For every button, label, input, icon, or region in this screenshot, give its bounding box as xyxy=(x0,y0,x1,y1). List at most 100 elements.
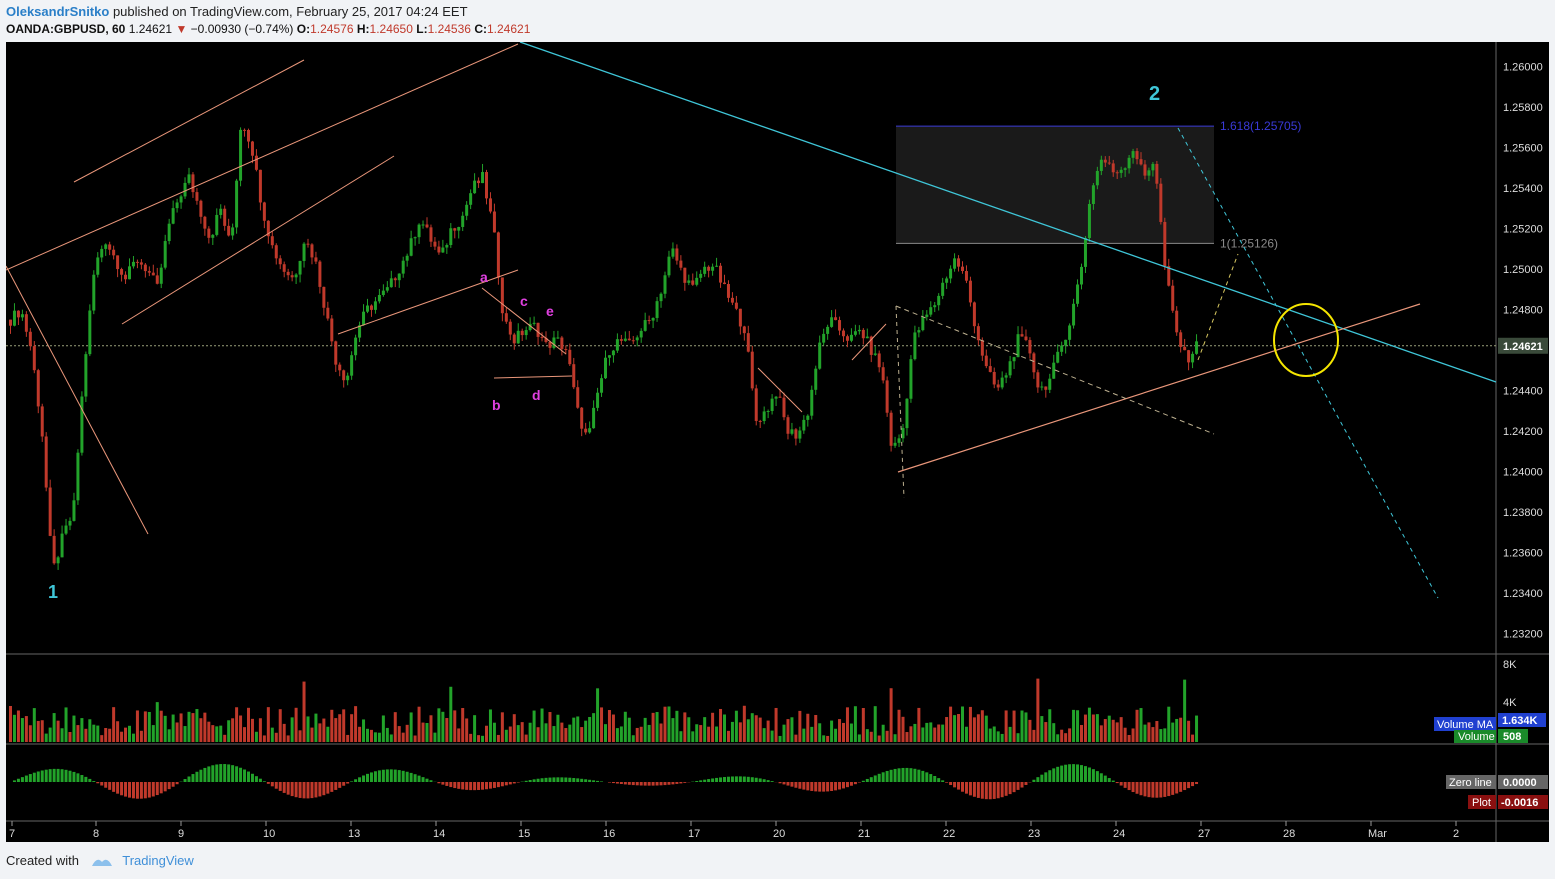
candle-body xyxy=(187,174,191,183)
volume-bar xyxy=(449,686,453,742)
candle-body xyxy=(901,428,905,439)
oscillator-bar xyxy=(992,782,996,799)
oscillator-bar xyxy=(707,779,711,782)
oscillator-bar xyxy=(124,782,128,797)
candle-body xyxy=(128,266,131,280)
candle-body xyxy=(953,258,957,269)
oscillator-bar xyxy=(143,782,147,799)
oscillator-bar xyxy=(243,769,247,782)
x-tick-label: 10 xyxy=(263,828,275,840)
volume-bar xyxy=(790,717,794,742)
candle-body xyxy=(334,341,338,365)
oscillator-bar xyxy=(671,782,675,785)
volume-bar xyxy=(730,721,734,742)
oscillator-bar xyxy=(600,781,604,782)
oscillator-bar xyxy=(354,779,358,782)
trendline xyxy=(757,367,803,413)
volume-bar xyxy=(857,734,861,742)
oscillator-bar xyxy=(528,780,532,782)
pattern-label: c xyxy=(520,293,528,309)
volume-bar xyxy=(1139,708,1143,742)
candle-body xyxy=(655,301,659,318)
oscillator-bar xyxy=(552,777,556,782)
candle-body xyxy=(814,368,818,390)
volume-bar xyxy=(282,723,286,742)
candle-body xyxy=(159,267,163,284)
candle-body xyxy=(48,487,52,536)
oscillator-bar xyxy=(286,782,290,795)
oscillator-bar xyxy=(738,776,742,782)
volume-bar xyxy=(278,709,282,742)
oscillator-bar xyxy=(1183,782,1187,791)
volume-bar xyxy=(429,715,433,742)
volume-bar xyxy=(1107,715,1111,742)
oscillator-bar xyxy=(1163,782,1167,797)
volume-bar xyxy=(1024,712,1028,742)
oscillator-bar xyxy=(235,766,239,782)
volume-bar xyxy=(949,706,953,742)
candle-body xyxy=(36,370,40,407)
oscillator-bar xyxy=(369,772,373,782)
channel-line xyxy=(121,155,395,325)
volume-label: Volume xyxy=(1458,731,1495,743)
volume-bar xyxy=(28,725,32,742)
x-tick-label: 9 xyxy=(178,828,184,840)
volume-bar xyxy=(64,707,68,742)
candle-body xyxy=(254,155,258,170)
oscillator-bar xyxy=(409,772,413,782)
candle-body xyxy=(373,301,377,310)
oscillator-bar xyxy=(1155,782,1159,798)
oscillator-bar xyxy=(326,782,330,794)
oscillator-bar xyxy=(897,768,901,782)
volume-bar xyxy=(80,718,84,742)
price-change: −0.00930 (−0.74%) xyxy=(190,22,294,36)
low-label: L: xyxy=(416,22,428,36)
oscillator-bar xyxy=(437,782,441,784)
candle-body xyxy=(679,260,683,268)
volume-ma-label: Volume MA xyxy=(1437,719,1494,731)
volume-bar xyxy=(250,718,254,742)
candle-body xyxy=(1147,170,1151,176)
oscillator-bar xyxy=(163,782,167,792)
tradingview-link[interactable]: TradingView xyxy=(122,853,194,868)
volume-bar xyxy=(92,724,96,742)
volume-bar xyxy=(373,732,377,742)
oscillator-bar xyxy=(167,782,171,790)
price-chart[interactable]: 1.618(1.25705) 1(1.25126) 1 2 a b c d e 8K 4K Vol… xyxy=(6,42,1549,842)
oscillator-bar xyxy=(822,782,826,792)
volume-bar xyxy=(151,725,155,742)
oscillator-bar xyxy=(766,780,770,782)
plot-value: -0.0016 xyxy=(1501,797,1538,809)
high-label: H: xyxy=(356,22,370,36)
volume-bar xyxy=(481,735,485,742)
x-tick-label: 20 xyxy=(773,828,785,840)
oscillator-bar xyxy=(818,782,822,792)
oscillator-bar xyxy=(223,764,227,782)
candle-body xyxy=(231,227,235,236)
oscillator-bar xyxy=(449,782,453,788)
candle-body xyxy=(512,334,516,344)
oscillator-bar xyxy=(1072,764,1076,782)
candle-body xyxy=(143,264,147,272)
candle-body xyxy=(631,340,635,342)
volume-bar xyxy=(183,726,187,742)
candle-body xyxy=(516,330,520,344)
volume-bar xyxy=(1195,715,1199,742)
candle-body xyxy=(881,367,885,381)
oscillator-bar xyxy=(56,768,60,782)
author-link[interactable]: OleksandrSnitko xyxy=(6,4,110,19)
candle-body xyxy=(1028,340,1032,354)
volume-bar xyxy=(24,716,28,742)
oscillator-bar xyxy=(941,780,945,782)
oscillator-bar xyxy=(1131,782,1135,793)
plot-tag xyxy=(1468,795,1496,809)
candle-body xyxy=(282,264,286,272)
candle-body xyxy=(258,169,262,203)
candle-body xyxy=(822,333,826,343)
candle-body xyxy=(1151,163,1155,171)
volume-bar xyxy=(778,735,782,742)
zero-line-tag xyxy=(1446,775,1496,789)
oscillator-bar xyxy=(16,778,20,782)
candle-body xyxy=(1064,339,1068,346)
candle-body xyxy=(465,204,469,216)
